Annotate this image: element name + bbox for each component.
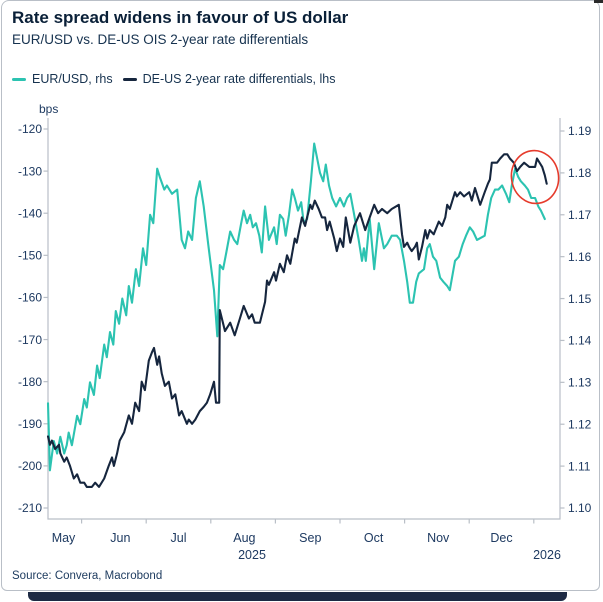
left-axis-tick-label: -160: [18, 291, 42, 305]
legend: EUR/USD, rhs DE-US 2-year rate different…: [12, 72, 335, 86]
right-axis-tick-label: 1.18: [568, 166, 592, 180]
left-axis-tick-label: -120: [18, 122, 42, 136]
right-axis-tick-label: 1.16: [568, 250, 592, 264]
right-axis-tick-label: 1.10: [568, 501, 592, 515]
legend-item-differential: DE-US 2-year rate differentials, lhs: [122, 72, 336, 86]
left-axis-tick-label: -150: [18, 249, 42, 263]
left-axis-tick-label: -130: [18, 164, 42, 178]
x-axis-year-label-2025: 2025: [238, 548, 266, 562]
differential-line-swatch-icon: [122, 77, 137, 81]
x-axis-month-label: Dec: [490, 531, 512, 545]
left-axis-unit-label: bps: [39, 102, 58, 116]
chart-subtitle: EUR/USD vs. DE-US OIS 2-year rate differ…: [12, 32, 309, 47]
x-axis-month-label: Sep: [299, 531, 321, 545]
left-axis-tick-label: -170: [18, 333, 42, 347]
background-window-edge: [28, 592, 567, 601]
right-axis-tick-label: 1.13: [568, 376, 592, 390]
x-axis-month-label: May: [52, 531, 76, 545]
rate-differential-line: [46, 153, 548, 488]
left-axis-tick-label: -210: [18, 501, 42, 515]
legend-label-eurusd: EUR/USD, rhs: [32, 72, 113, 86]
right-axis-tick-label: 1.19: [568, 124, 592, 138]
left-axis-tick-label: -180: [18, 375, 42, 389]
x-axis-month-label: Nov: [427, 531, 450, 545]
right-axis-tick-label: 1.14: [568, 334, 592, 348]
right-axis-tick-label: 1.15: [568, 292, 592, 306]
x-axis-month-label: Aug: [233, 531, 255, 545]
eurusd-line: [46, 142, 546, 472]
source-note: Source: Convera, Macrobond: [12, 570, 163, 582]
right-axis-tick-label: 1.17: [568, 208, 592, 222]
chart-card: Rate spread widens in favour of US dolla…: [1, 0, 600, 591]
left-axis-tick-label: -190: [18, 417, 42, 431]
left-axis-tick-label: -140: [18, 206, 42, 220]
legend-item-eurusd: EUR/USD, rhs: [12, 72, 113, 86]
eurusd-line-swatch-icon: [12, 77, 26, 81]
axis-frame: [47, 118, 561, 520]
right-axis-tick-label: 1.12: [568, 417, 592, 431]
right-axis-tick-label: 1.11: [568, 459, 591, 473]
background-window-corner: [594, 0, 603, 3]
left-axis-tick-label: -200: [18, 459, 42, 473]
x-axis-month-label: Jul: [171, 531, 187, 545]
x-axis-year-label-2026: 2026: [533, 548, 561, 562]
page-title: Rate spread widens in favour of US dolla…: [12, 8, 349, 27]
highlight-circle-annotation: [510, 149, 560, 205]
x-axis-month-label: Oct: [364, 531, 384, 545]
x-axis-month-label: Jun: [110, 531, 130, 545]
legend-label-differential: DE-US 2-year rate differentials, lhs: [142, 72, 336, 86]
